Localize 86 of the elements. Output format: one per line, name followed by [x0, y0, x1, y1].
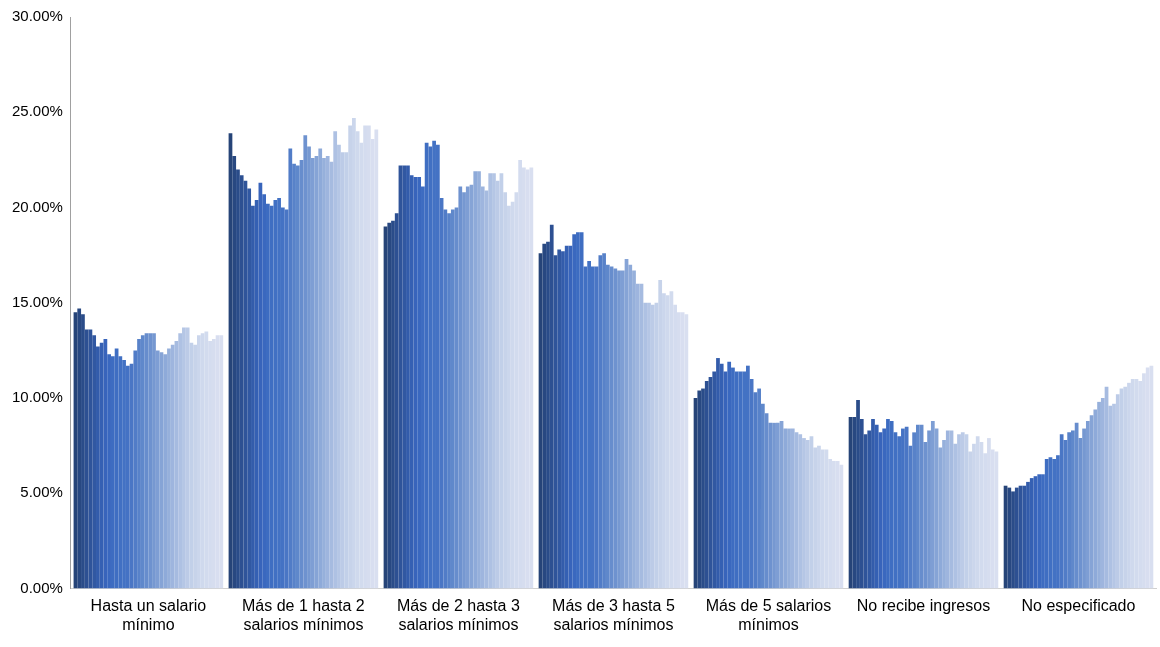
bar	[587, 260, 591, 589]
bar	[734, 371, 739, 589]
bar	[450, 209, 455, 589]
bar	[650, 304, 655, 589]
bar	[684, 314, 689, 589]
bar	[889, 420, 894, 589]
bar	[219, 335, 224, 589]
y-tick-label: 20.00%	[12, 197, 63, 215]
bar	[140, 335, 145, 589]
bar	[665, 295, 670, 589]
bar	[1007, 487, 1012, 589]
bar	[835, 460, 840, 589]
bar	[473, 171, 478, 589]
bar	[820, 449, 825, 589]
bar	[529, 167, 534, 589]
y-tick-label: 5.00%	[20, 483, 63, 501]
bar	[572, 234, 577, 589]
x-tick-label: Hasta un salario mínimo	[90, 596, 207, 633]
x-tick-label: Más de 3 hasta 5 salarios mínimos	[552, 596, 675, 633]
bar	[1145, 367, 1150, 589]
bar	[1014, 487, 1019, 589]
bar	[704, 380, 709, 589]
bar	[1037, 474, 1042, 589]
bar	[77, 308, 82, 589]
bar	[549, 224, 554, 589]
bar	[303, 135, 308, 589]
x-tick-label: Más de 1 hasta 2 salarios mínimos	[242, 596, 365, 633]
bar	[325, 156, 330, 589]
bar	[435, 144, 440, 589]
y-tick-label: 0.00%	[20, 578, 63, 596]
bar	[211, 339, 216, 589]
bar	[170, 344, 175, 589]
bar	[775, 422, 780, 589]
y-tick-label: 10.00%	[12, 388, 63, 406]
bar	[960, 432, 965, 589]
bar	[1044, 459, 1049, 589]
bar	[333, 131, 338, 589]
bar	[557, 249, 562, 589]
bar	[798, 434, 803, 589]
x-tick-label: No especificado	[1021, 596, 1136, 614]
bar	[790, 428, 795, 589]
bar	[542, 243, 547, 589]
bar	[658, 279, 663, 589]
bar	[288, 148, 293, 589]
bar	[417, 177, 422, 589]
x-tick-label: Más de 2 hasta 3 salarios mínimos	[397, 596, 520, 633]
bar	[930, 420, 935, 589]
bar	[1022, 485, 1027, 589]
bar	[805, 439, 810, 589]
bar	[1130, 379, 1135, 589]
bar	[564, 245, 569, 589]
bar	[697, 390, 702, 589]
x-tick-label: Más de 5 salarios mínimos	[705, 596, 832, 633]
bar	[465, 186, 470, 589]
x-tick-label: No recibe ingresos	[856, 596, 991, 614]
bar	[374, 129, 379, 589]
bar	[204, 331, 209, 589]
y-tick-label: 25.00%	[12, 102, 63, 120]
bar	[366, 125, 371, 589]
bar	[945, 430, 950, 589]
bar	[185, 327, 190, 589]
bar	[1067, 432, 1072, 589]
bar	[1029, 478, 1034, 589]
bar	[727, 361, 732, 589]
bar	[402, 165, 407, 589]
bar	[458, 186, 463, 589]
bar	[273, 199, 278, 589]
bar	[598, 255, 603, 589]
bar	[1123, 386, 1128, 589]
bar	[1059, 434, 1064, 589]
bar	[915, 424, 920, 589]
y-tick-label: 15.00%	[12, 292, 63, 310]
bar	[613, 268, 618, 589]
bar	[148, 333, 153, 589]
bar	[387, 222, 392, 589]
bar	[432, 140, 436, 589]
bar	[576, 232, 580, 589]
bar	[424, 142, 429, 589]
bar	[1052, 459, 1057, 589]
y-tick-label: 30.00%	[12, 7, 63, 25]
bar	[579, 232, 584, 589]
bar	[488, 173, 493, 589]
bar	[904, 426, 909, 589]
bar	[99, 342, 104, 589]
bar	[975, 436, 980, 589]
bar	[318, 148, 323, 589]
